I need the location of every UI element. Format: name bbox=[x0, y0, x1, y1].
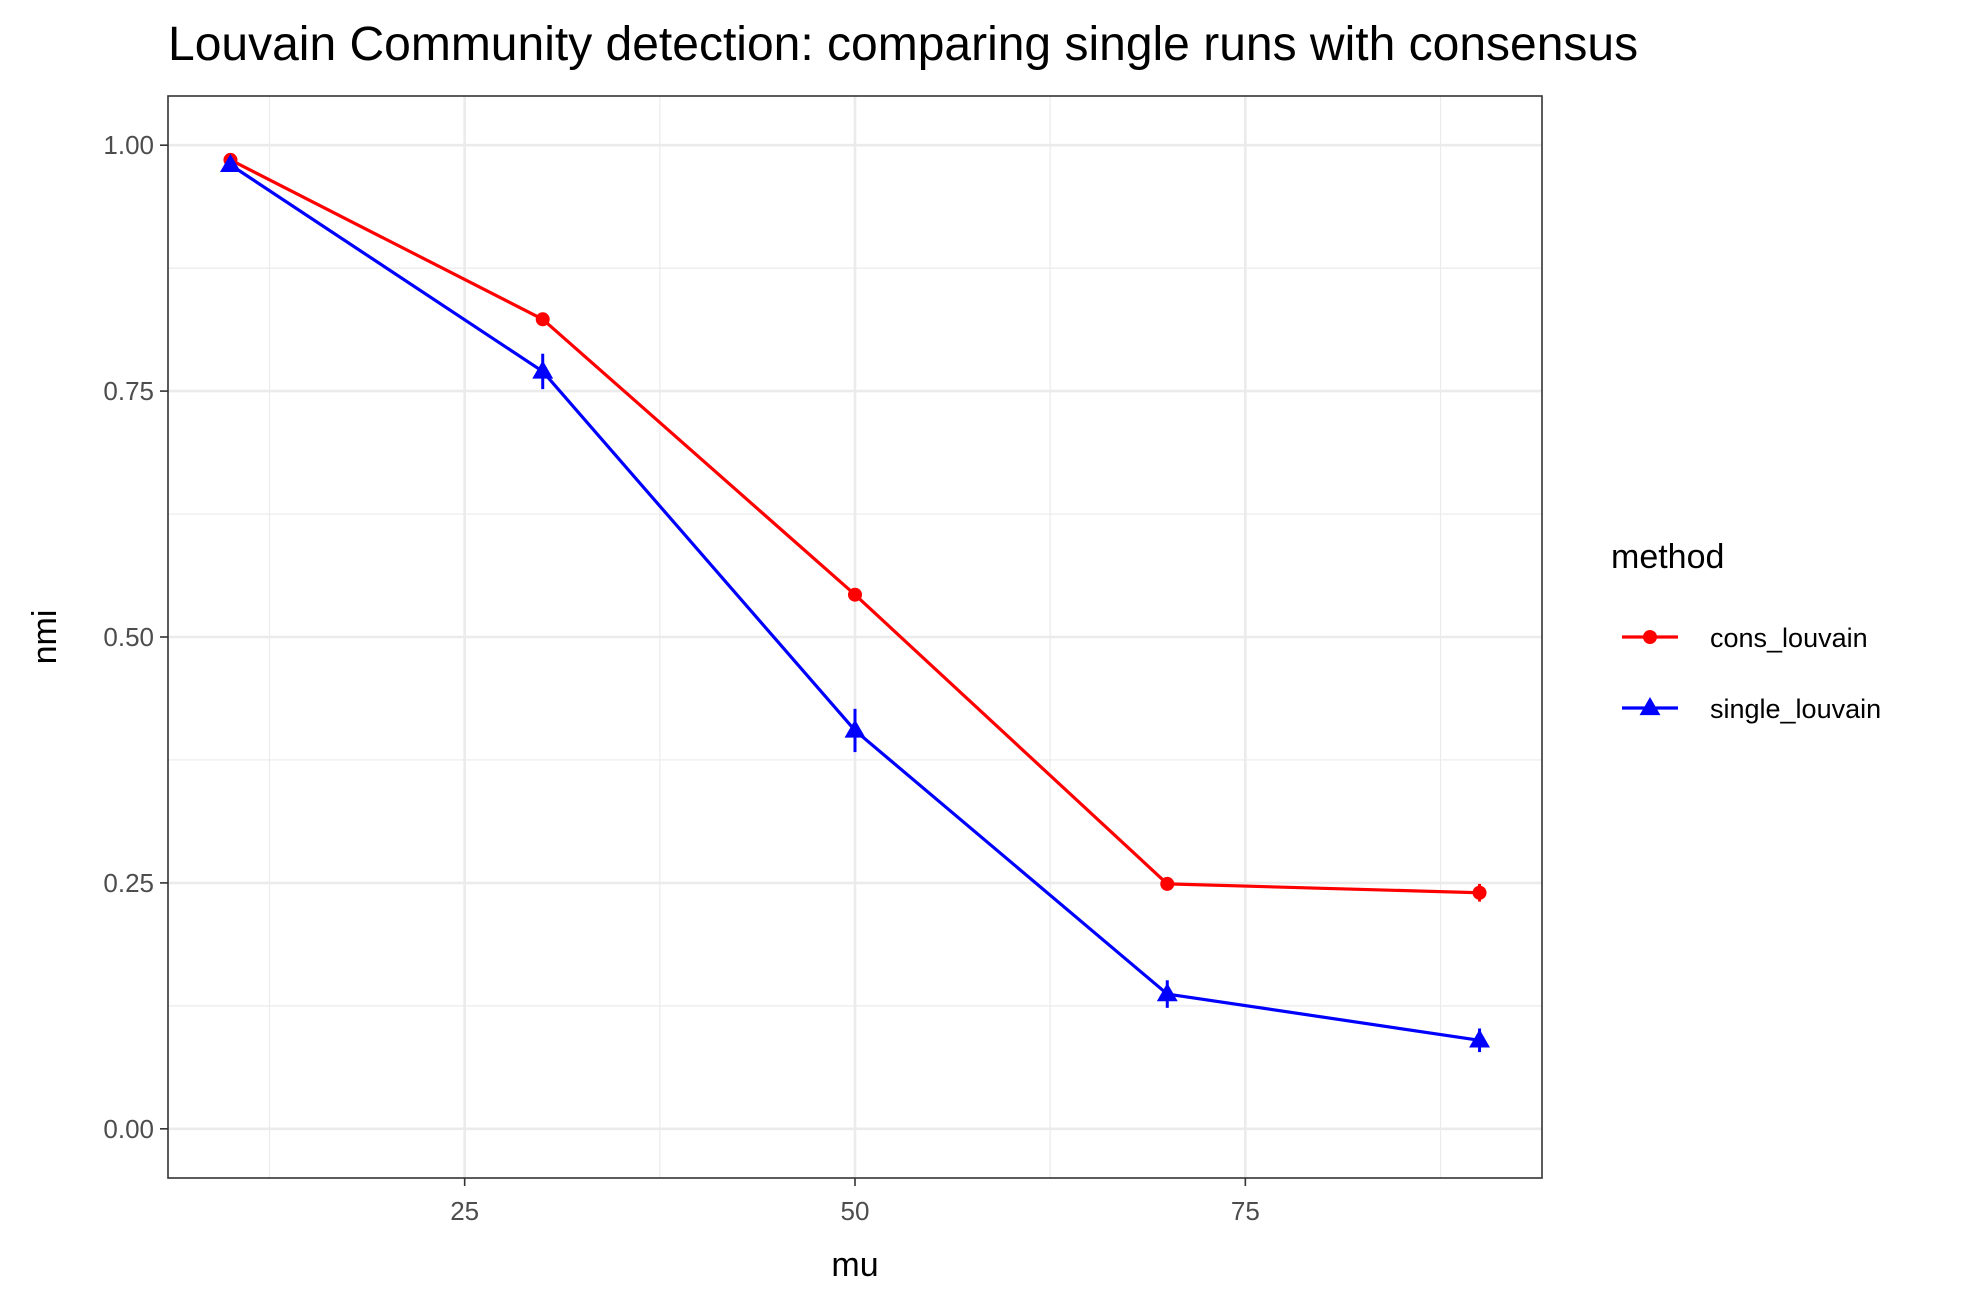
y-tick-label: 0.75 bbox=[103, 376, 154, 406]
legend: method cons_louvain single_louvain bbox=[1611, 538, 1881, 724]
legend-items: cons_louvain single_louvain bbox=[1622, 623, 1881, 724]
data-point-cons-louvain bbox=[535, 312, 550, 327]
series-single-louvain bbox=[220, 153, 1490, 1053]
data-point-cons-louvain bbox=[1160, 876, 1175, 891]
data-point-single-louvain bbox=[220, 153, 241, 173]
legend-item-single-louvain: single_louvain bbox=[1622, 694, 1881, 724]
legend-label-single-louvain: single_louvain bbox=[1710, 694, 1881, 724]
x-axis: 25 50 75 bbox=[450, 1178, 1260, 1226]
legend-key-marker-single-louvain bbox=[1639, 697, 1661, 716]
y-tick-label: 0.25 bbox=[103, 868, 154, 898]
y-axis: 0.00 0.25 0.50 0.75 1.00 bbox=[103, 130, 168, 1144]
y-tick-label: 0.00 bbox=[103, 1114, 154, 1144]
data-point-single-louvain bbox=[1469, 1029, 1490, 1048]
major-gridlines bbox=[168, 96, 1542, 1178]
legend-title: method bbox=[1611, 538, 1724, 576]
data-point-single-louvain bbox=[1156, 983, 1178, 1002]
series-cons-louvain bbox=[223, 152, 1487, 902]
y-tick-label: 1.00 bbox=[103, 130, 154, 160]
x-tick-label: 25 bbox=[450, 1196, 479, 1226]
y-tick-label: 0.50 bbox=[103, 622, 154, 652]
data-point-single-louvain bbox=[532, 360, 554, 379]
plot-panel bbox=[167, 95, 1543, 1179]
legend-label-cons-louvain: cons_louvain bbox=[1710, 623, 1868, 653]
data-point-cons-louvain bbox=[848, 587, 862, 602]
chart-title: Louvain Community detection: comparing s… bbox=[168, 18, 1638, 71]
x-tick-label: 75 bbox=[1231, 1196, 1260, 1226]
y-axis-title: nmi bbox=[26, 610, 64, 665]
x-axis-title: mu bbox=[831, 1246, 878, 1284]
data-point-single-louvain bbox=[844, 719, 866, 738]
x-tick-label: 50 bbox=[841, 1196, 870, 1226]
series-layer bbox=[220, 152, 1490, 1053]
legend-item-cons-louvain: cons_louvain bbox=[1622, 623, 1868, 653]
data-point-cons-louvain bbox=[1472, 885, 1487, 900]
legend-key-marker-cons-louvain bbox=[1643, 630, 1657, 644]
